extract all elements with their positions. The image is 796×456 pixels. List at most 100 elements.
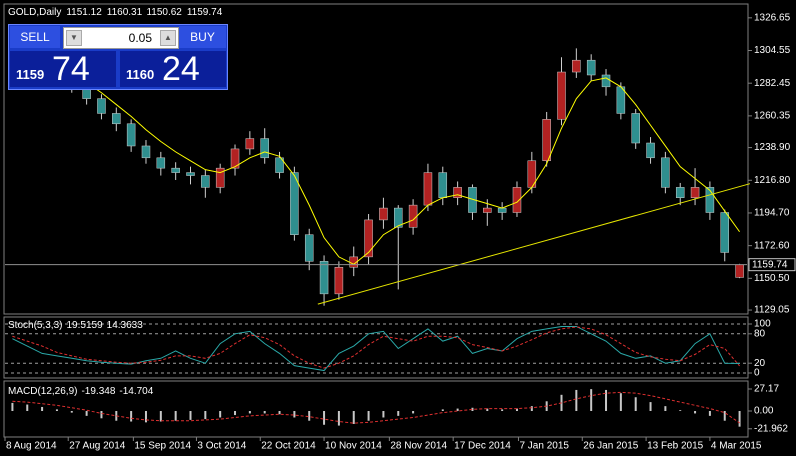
indicator-header: Stoch(5,3,3) 19.5159 14.3633 — [8, 320, 143, 331]
symbol: GOLD,Daily — [8, 7, 61, 18]
candle-body — [97, 98, 106, 114]
candle-body — [186, 172, 195, 176]
y-tick-label: 1238.90 — [754, 142, 791, 153]
ohlc-close: 1159.74 — [187, 7, 223, 18]
candle-body — [230, 148, 240, 169]
ask-main: 1160 — [126, 67, 155, 82]
candle-body — [141, 145, 151, 159]
main-value: 19.5159 — [66, 320, 103, 331]
candle-body — [171, 167, 180, 173]
candle-body — [438, 172, 448, 198]
x-tick-label: 7 Jan 2015 — [519, 441, 569, 452]
candle-body — [572, 59, 581, 73]
y-tick-label: -21.962 — [754, 423, 788, 434]
signal-value: -14.704 — [119, 386, 153, 397]
candle-body — [245, 138, 255, 150]
candle-body — [661, 157, 670, 188]
lot-input[interactable]: ▼ 0.05 ▲ — [63, 27, 179, 49]
candle-body — [156, 157, 166, 169]
candle-body — [675, 187, 685, 198]
candle-body — [334, 266, 344, 295]
candle-body — [290, 172, 299, 235]
macd-signal — [12, 391, 740, 424]
x-tick-label: 28 Nov 2014 — [390, 441, 447, 452]
candle-body — [201, 175, 210, 188]
ask-quote[interactable]: 1160 24 — [120, 50, 226, 88]
y-tick-label: 1282.45 — [754, 78, 791, 89]
x-tick-label: 22 Oct 2014 — [261, 441, 316, 452]
stoch-main — [12, 325, 740, 372]
trendline — [317, 183, 751, 305]
price-frame — [3, 3, 749, 315]
candle-body — [646, 142, 655, 159]
y-tick-label: 1150.50 — [754, 273, 790, 284]
lot-down[interactable]: ▼ — [66, 30, 82, 46]
x-tick-label: 3 Oct 2014 — [197, 441, 246, 452]
price-label: 1159.74 — [752, 259, 788, 270]
candle-body — [601, 74, 611, 88]
candle-body — [379, 207, 388, 221]
candle-body — [586, 59, 596, 76]
y-tick-label: 20 — [754, 358, 766, 369]
indicator-name: MACD(12,26,9) — [8, 386, 77, 397]
moving-average — [12, 53, 740, 265]
x-tick-label: 15 Sep 2014 — [134, 441, 191, 452]
indicator-name: Stoch(5,3,3) — [8, 320, 62, 331]
ohlc-low: 1150.62 — [146, 7, 182, 18]
x-tick-label: 26 Jan 2015 — [583, 441, 638, 452]
candle-body — [483, 207, 492, 213]
stoch-signal — [12, 326, 740, 369]
x-tick-label: 27 Aug 2014 — [69, 441, 126, 452]
candle-body — [705, 187, 715, 213]
indicator-header: GOLD,Daily 1151.12 1160.31 1150.62 1159.74 — [8, 7, 223, 18]
candle-body — [304, 234, 314, 262]
signal-value: 14.3633 — [107, 320, 144, 331]
candle-body — [631, 113, 640, 144]
y-tick-label: 1216.80 — [754, 175, 791, 186]
bid-main: 1159 — [16, 67, 45, 82]
candle-body — [260, 138, 269, 159]
candle-body — [394, 207, 403, 228]
one-click-trading: SELL ▼ 0.05 ▲ BUY 1159 74 1160 24 — [8, 24, 228, 90]
macd-frame — [3, 380, 749, 438]
y-tick-label: 1194.70 — [754, 208, 790, 219]
buy-button[interactable]: BUY — [179, 26, 226, 48]
x-tick-label: 13 Feb 2015 — [647, 441, 704, 452]
x-tick-label: 10 Nov 2014 — [325, 441, 382, 452]
candle-body — [126, 123, 136, 147]
lot-value: 0.05 — [128, 31, 152, 45]
candle-body — [735, 264, 744, 278]
price-label-box — [748, 258, 796, 272]
histogram-value: -19.348 — [81, 386, 115, 397]
sell-button[interactable]: SELL — [10, 26, 60, 48]
candle-body — [512, 187, 522, 213]
x-tick-label: 17 Dec 2014 — [454, 441, 511, 452]
candle-body — [112, 113, 121, 125]
candle-body — [542, 119, 551, 162]
candle-body — [453, 187, 462, 198]
y-tick-label: 1172.60 — [754, 240, 790, 251]
x-tick-label: 4 Mar 2015 — [711, 441, 762, 452]
candle-body — [720, 212, 729, 253]
y-tick-label: 0.00 — [754, 406, 774, 417]
y-tick-label: 1260.35 — [754, 111, 791, 122]
indicator-header: MACD(12,26,9) -19.348 -14.704 — [8, 386, 154, 397]
y-tick-label: 100 — [754, 319, 771, 330]
ohlc-open: 1151.12 — [66, 7, 102, 18]
candle-body — [423, 172, 433, 206]
x-tick-label: 8 Aug 2014 — [6, 441, 57, 452]
y-tick-label: 1304.55 — [754, 45, 791, 56]
candle-body — [364, 219, 373, 258]
bid-quote[interactable]: 1159 74 — [10, 50, 116, 88]
candle-body — [319, 261, 329, 295]
y-tick-label: 1129.05 — [754, 305, 790, 316]
candle-body — [275, 157, 284, 173]
ask-pips: 24 — [162, 50, 200, 88]
candle-body — [215, 167, 225, 188]
candle-body — [557, 71, 566, 120]
y-tick-label: 80 — [754, 328, 766, 339]
stoch-frame — [3, 316, 749, 379]
lot-up[interactable]: ▲ — [160, 30, 176, 46]
